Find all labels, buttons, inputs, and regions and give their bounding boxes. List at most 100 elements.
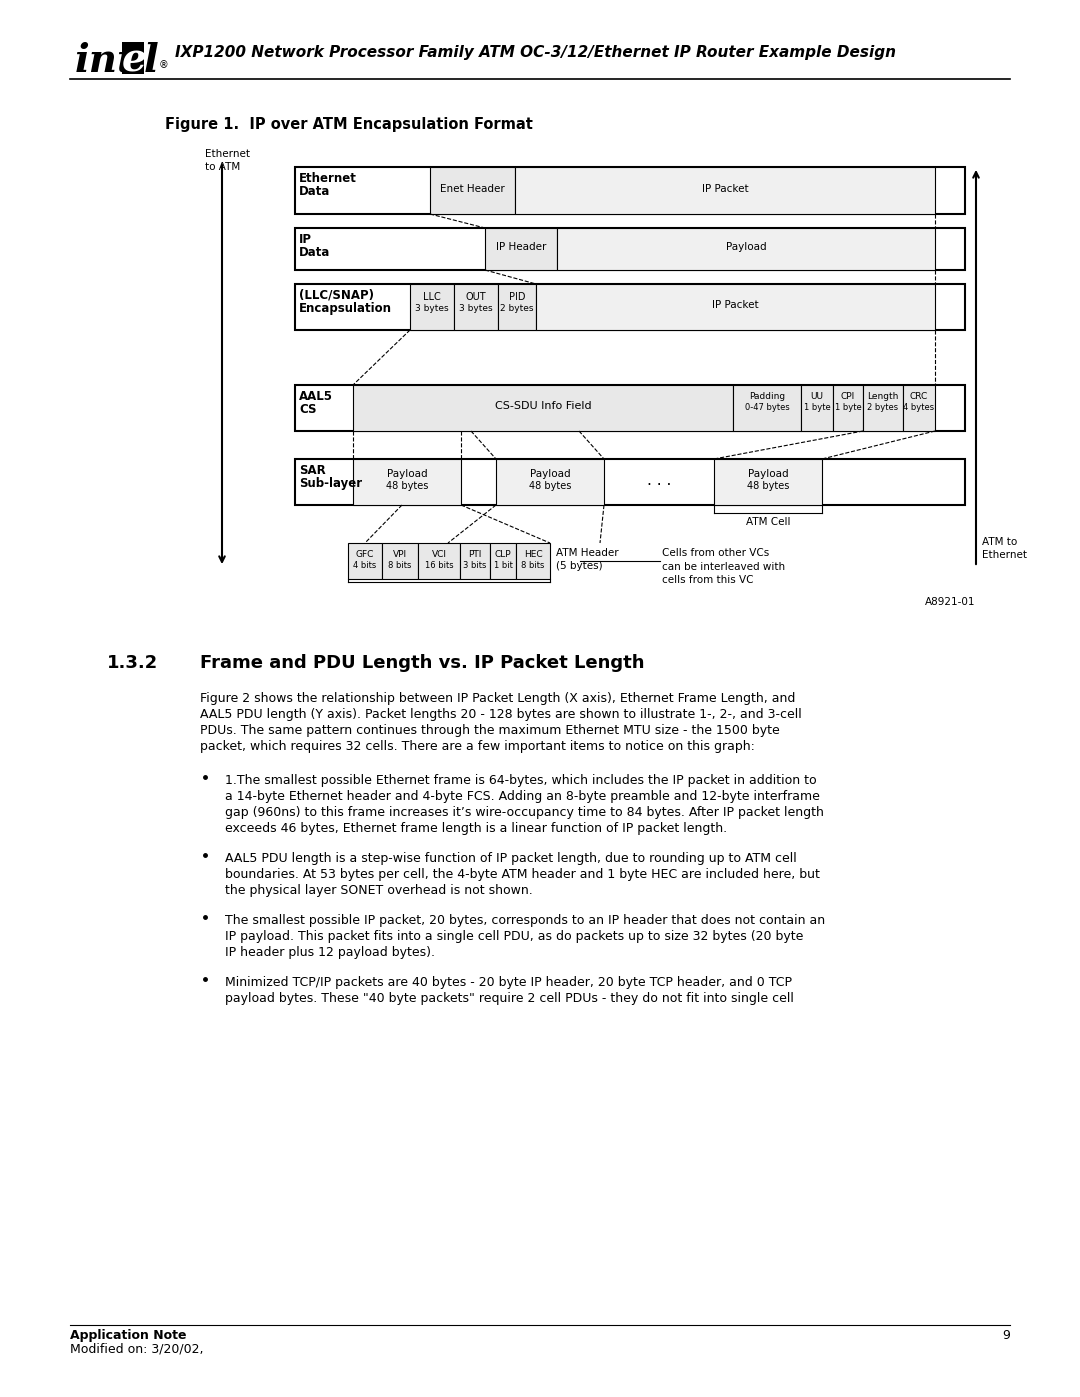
Text: 3 bytes: 3 bytes xyxy=(415,305,449,313)
Bar xyxy=(496,460,604,504)
Text: Payload: Payload xyxy=(726,242,767,251)
Bar xyxy=(348,543,382,578)
Text: ATM Header: ATM Header xyxy=(556,548,619,557)
Text: Figure 1.  IP over ATM Encapsulation Format: Figure 1. IP over ATM Encapsulation Form… xyxy=(165,117,532,131)
Text: IP Packet: IP Packet xyxy=(712,300,759,310)
Text: int: int xyxy=(75,42,136,80)
Text: 48 bytes: 48 bytes xyxy=(386,481,428,490)
Text: 8 bits: 8 bits xyxy=(522,562,544,570)
Bar xyxy=(295,386,966,432)
Text: Ethernet: Ethernet xyxy=(299,172,356,184)
Bar xyxy=(490,543,516,578)
Text: OUT: OUT xyxy=(465,292,486,302)
Bar xyxy=(485,228,557,270)
Text: Application Note: Application Note xyxy=(70,1329,187,1343)
Bar xyxy=(498,284,536,330)
Text: 1 byte: 1 byte xyxy=(835,402,862,412)
Text: 48 bytes: 48 bytes xyxy=(746,481,789,490)
Text: IP Packet: IP Packet xyxy=(702,184,748,194)
Text: ®: ® xyxy=(159,60,168,70)
Text: Minimized TCP/IP packets are 40 bytes - 20 byte IP header, 20 byte TCP header, a: Minimized TCP/IP packets are 40 bytes - … xyxy=(225,977,792,989)
Text: Cells from other VCs: Cells from other VCs xyxy=(662,548,769,557)
Text: IP Header: IP Header xyxy=(496,242,546,251)
Bar xyxy=(454,284,498,330)
Text: Ethernet: Ethernet xyxy=(982,550,1027,560)
Text: the physical layer SONET overhead is not shown.: the physical layer SONET overhead is not… xyxy=(225,884,532,897)
Text: 0-47 bytes: 0-47 bytes xyxy=(744,402,789,412)
Text: Modified on: 3/20/02,: Modified on: 3/20/02, xyxy=(70,1343,203,1356)
Bar xyxy=(295,228,966,270)
Text: to ATM: to ATM xyxy=(205,162,240,172)
Text: ATM Cell: ATM Cell xyxy=(746,517,791,527)
Text: exceeds 46 bytes, Ethernet frame length is a linear function of IP packet length: exceeds 46 bytes, Ethernet frame length … xyxy=(225,821,727,835)
Text: Encapsulation: Encapsulation xyxy=(299,302,392,314)
Text: 8 bits: 8 bits xyxy=(389,562,411,570)
Text: A8921-01: A8921-01 xyxy=(924,597,975,608)
Text: The smallest possible IP packet, 20 bytes, corresponds to an IP header that does: The smallest possible IP packet, 20 byte… xyxy=(225,914,825,928)
Bar xyxy=(801,386,833,432)
Text: cells from this VC: cells from this VC xyxy=(662,576,754,585)
Text: IXP1200 Network Processor Family ATM OC-3/12/Ethernet IP Router Example Design: IXP1200 Network Processor Family ATM OC-… xyxy=(175,45,896,60)
Bar xyxy=(863,386,903,432)
Text: e: e xyxy=(122,42,147,80)
Text: ATM to: ATM to xyxy=(982,536,1017,548)
Text: AAL5 PDU length (Y axis). Packet lengths 20 - 128 bytes are shown to illustrate : AAL5 PDU length (Y axis). Packet lengths… xyxy=(200,708,801,721)
Text: Frame and PDU Length vs. IP Packet Length: Frame and PDU Length vs. IP Packet Lengt… xyxy=(200,654,645,672)
Bar xyxy=(733,386,801,432)
Text: . . .: . . . xyxy=(647,474,671,488)
Bar xyxy=(714,460,822,504)
Text: VPI: VPI xyxy=(393,550,407,559)
Text: 2 bytes: 2 bytes xyxy=(500,305,534,313)
Bar xyxy=(353,386,733,432)
Text: can be interleaved with: can be interleaved with xyxy=(662,562,785,571)
Text: boundaries. At 53 bytes per cell, the 4-byte ATM header and 1 byte HEC are inclu: boundaries. At 53 bytes per cell, the 4-… xyxy=(225,868,820,882)
Text: a 14-byte Ethernet header and 4-byte FCS. Adding an 8-byte preamble and 12-byte : a 14-byte Ethernet header and 4-byte FCS… xyxy=(225,789,820,803)
Bar xyxy=(460,543,490,578)
Bar xyxy=(295,284,966,330)
Text: 4 bits: 4 bits xyxy=(353,562,377,570)
Text: AAL5 PDU length is a step-wise function of IP packet length, due to rounding up : AAL5 PDU length is a step-wise function … xyxy=(225,852,797,865)
Text: Payload: Payload xyxy=(387,469,428,479)
Text: gap (960ns) to this frame increases it’s wire-occupancy time to 84 bytes. After : gap (960ns) to this frame increases it’s… xyxy=(225,806,824,819)
Bar xyxy=(833,386,863,432)
Text: Enet Header: Enet Header xyxy=(441,184,504,194)
Text: Ethernet: Ethernet xyxy=(205,149,249,159)
Text: VCI: VCI xyxy=(432,550,446,559)
Text: LLC: LLC xyxy=(423,292,441,302)
Bar xyxy=(536,284,935,330)
Text: Data: Data xyxy=(299,184,330,198)
Bar xyxy=(295,460,966,504)
Text: (5 bytes): (5 bytes) xyxy=(556,562,603,571)
Text: PID: PID xyxy=(509,292,525,302)
Text: GFC: GFC xyxy=(355,550,374,559)
Text: CPI: CPI xyxy=(841,393,855,401)
Text: CS-SDU Info Field: CS-SDU Info Field xyxy=(495,401,592,411)
Text: CRC: CRC xyxy=(909,393,928,401)
Text: payload bytes. These "40 byte packets" require 2 cell PDUs - they do not fit int: payload bytes. These "40 byte packets" r… xyxy=(225,992,794,1004)
Bar xyxy=(418,543,460,578)
Bar xyxy=(122,42,144,74)
Text: Figure 2 shows the relationship between IP Packet Length (X axis), Ethernet Fram: Figure 2 shows the relationship between … xyxy=(200,692,795,705)
Text: 4 bytes: 4 bytes xyxy=(904,402,934,412)
Text: Sub-layer: Sub-layer xyxy=(299,476,362,490)
Text: 2 bytes: 2 bytes xyxy=(867,402,899,412)
Text: 16 bits: 16 bits xyxy=(424,562,454,570)
Text: 9: 9 xyxy=(1002,1329,1010,1343)
Text: IP header plus 12 payload bytes).: IP header plus 12 payload bytes). xyxy=(225,946,435,958)
Bar xyxy=(903,386,935,432)
Bar xyxy=(410,284,454,330)
Text: Padding: Padding xyxy=(748,393,785,401)
Bar xyxy=(295,168,966,214)
Bar xyxy=(430,168,515,214)
Text: l: l xyxy=(144,42,159,80)
Text: Length: Length xyxy=(867,393,899,401)
Text: AAL5: AAL5 xyxy=(299,390,333,402)
Text: 48 bytes: 48 bytes xyxy=(529,481,571,490)
Text: HEC: HEC xyxy=(524,550,542,559)
Text: 3 bytes: 3 bytes xyxy=(459,305,492,313)
Text: Payload: Payload xyxy=(529,469,570,479)
Text: 1.3.2: 1.3.2 xyxy=(107,654,159,672)
Text: PDUs. The same pattern continues through the maximum Ethernet MTU size - the 150: PDUs. The same pattern continues through… xyxy=(200,724,780,738)
Bar xyxy=(516,543,550,578)
Text: UU: UU xyxy=(810,393,824,401)
